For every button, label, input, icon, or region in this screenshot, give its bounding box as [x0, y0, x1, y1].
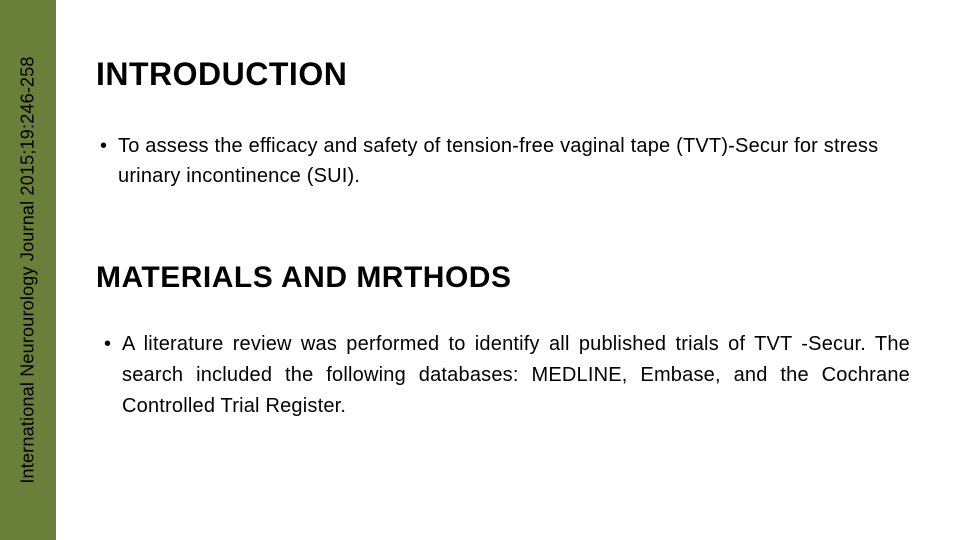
slide: International Neurourology Journal 2015;…: [0, 0, 960, 540]
bullet-marker: •: [100, 131, 118, 161]
bullet-marker: •: [104, 329, 122, 360]
methods-bullet: •A literature review was performed to id…: [96, 329, 920, 422]
methods-text: A literature review was performed to ide…: [122, 333, 910, 417]
introduction-heading: INTRODUCTION: [96, 56, 920, 93]
content-area: INTRODUCTION •To assess the efficacy and…: [56, 0, 960, 540]
sidebar: International Neurourology Journal 2015;…: [0, 0, 56, 540]
introduction-bullet: •To assess the efficacy and safety of te…: [96, 131, 920, 191]
introduction-text: To assess the efficacy and safety of ten…: [118, 135, 878, 187]
methods-heading: MATERIALS AND MRTHODS: [96, 261, 920, 295]
journal-citation: International Neurourology Journal 2015;…: [18, 56, 39, 483]
